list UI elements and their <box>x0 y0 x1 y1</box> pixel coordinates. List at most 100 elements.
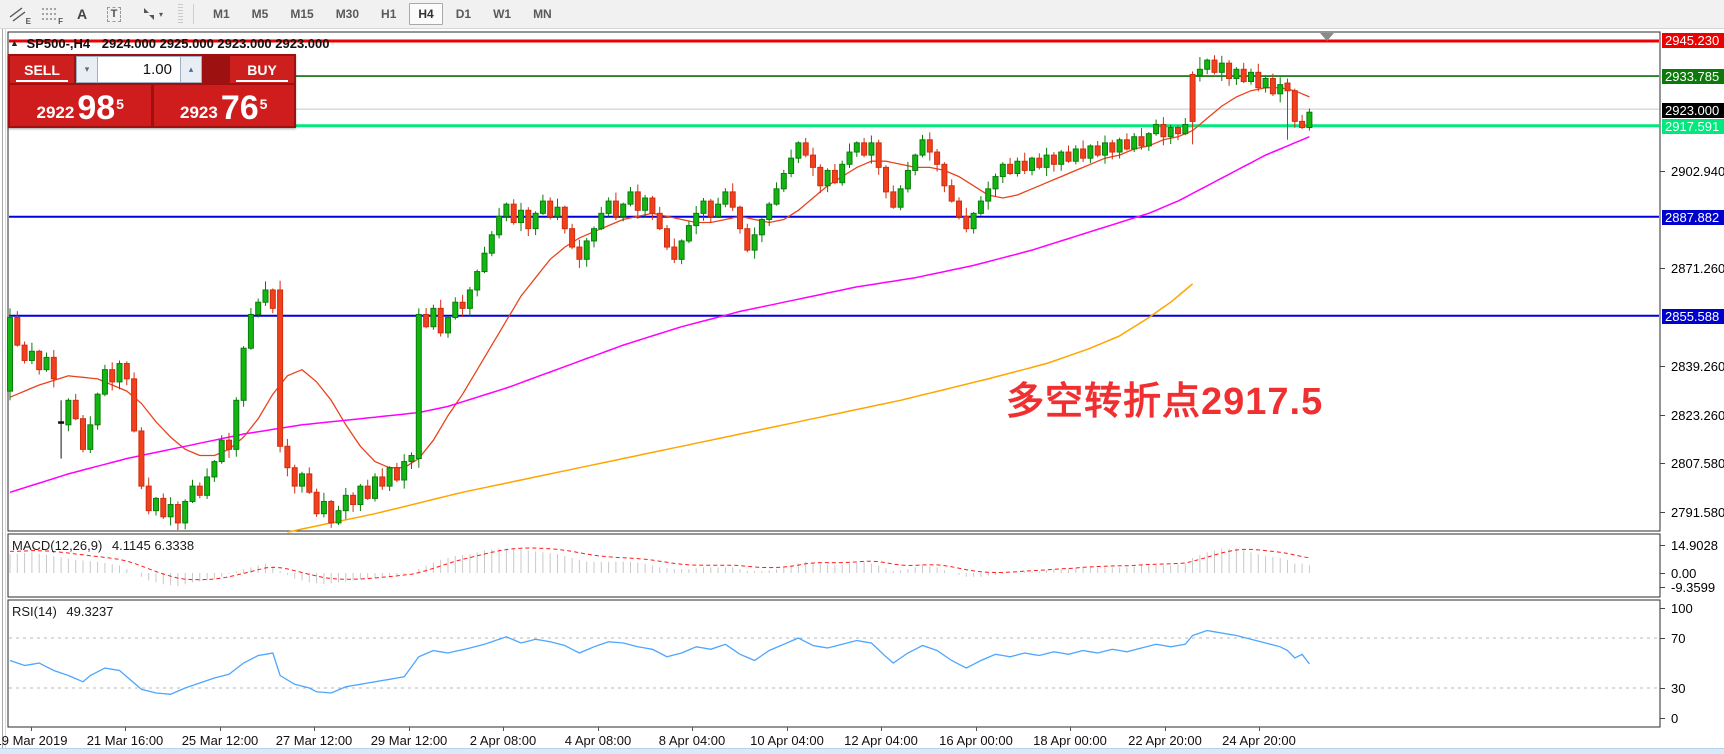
candle-body <box>612 200 619 217</box>
candle-body <box>299 473 305 487</box>
axis-tick <box>1660 463 1665 464</box>
ask-price-box[interactable]: 2923 76 5 <box>153 85 294 126</box>
volume-increase-button[interactable]: ▴ <box>180 56 202 83</box>
candle-body <box>255 301 262 315</box>
arrow-tools-icon[interactable]: ▾ <box>132 2 172 26</box>
candle-body <box>401 461 408 481</box>
buy-button[interactable]: BUY <box>230 56 294 83</box>
price-axis-label: 2839.260 <box>1671 359 1724 374</box>
candle-body <box>131 378 138 432</box>
candle-body <box>591 228 597 242</box>
candle-body <box>861 142 868 156</box>
candle-body <box>722 191 729 205</box>
equidistant-channel-icon[interactable]: E <box>4 2 32 26</box>
timeframe-h4[interactable]: H4 <box>409 3 443 25</box>
timeframe-m5[interactable]: M5 <box>251 7 269 21</box>
chart-shift-marker-icon[interactable] <box>1320 33 1334 41</box>
candle-body <box>547 200 554 217</box>
candle-body <box>101 369 108 395</box>
axis-tick <box>409 727 410 731</box>
timeframe-mn[interactable]: MN <box>533 7 552 21</box>
price-axis-label: 2791.580 <box>1671 505 1724 520</box>
candle-body <box>466 289 473 309</box>
rsi-line <box>9 629 1310 695</box>
candle-body <box>50 356 57 380</box>
axis-tick <box>881 727 882 731</box>
axis-tick <box>125 727 126 731</box>
pane-border <box>7 31 1661 532</box>
axis-tick <box>1660 366 1665 367</box>
text-tool-icon[interactable]: A <box>68 2 96 26</box>
rsi-value: 49.3237 <box>66 604 114 619</box>
volume-input[interactable] <box>98 56 180 83</box>
candle-body <box>992 176 999 190</box>
candle-body <box>810 154 816 168</box>
candle-body <box>269 289 276 309</box>
bid-price-box[interactable]: 2922 98 5 <box>10 85 151 126</box>
candle-body <box>999 163 1006 178</box>
candle-body <box>1029 157 1035 171</box>
bid-big: 98 <box>77 89 116 127</box>
axis-tick <box>31 727 32 731</box>
candle-body <box>36 350 43 371</box>
candle-body <box>1021 160 1028 171</box>
candle-body <box>65 399 72 426</box>
candle-body <box>598 212 605 230</box>
sell-button[interactable]: SELL <box>10 56 74 83</box>
price-flag-label: 2917.591 <box>1662 119 1724 134</box>
candle-body <box>474 271 481 291</box>
candle-body <box>824 169 831 187</box>
status-strip <box>0 748 1724 754</box>
slow-ma-line <box>287 283 1194 533</box>
timeframe-w1[interactable]: W1 <box>493 7 512 21</box>
candle-body <box>423 313 430 328</box>
candle-body <box>1160 123 1167 138</box>
fibonacci-icon[interactable]: F <box>36 2 64 26</box>
candle-body <box>80 418 86 450</box>
candle-body <box>649 197 656 214</box>
axis-tick <box>1660 171 1665 172</box>
candle-body <box>890 191 897 208</box>
time-axis-label: 21 Mar 16:00 <box>86 733 164 748</box>
candle-body <box>919 139 926 156</box>
timeframe-h1[interactable]: H1 <box>381 7 397 21</box>
candle-body <box>532 212 539 230</box>
candle-body <box>87 424 94 450</box>
candle-body <box>751 234 758 251</box>
candle-body <box>1189 74 1196 122</box>
candle-body <box>1072 148 1079 162</box>
label-tool-icon[interactable]: T <box>100 2 128 26</box>
candle-body <box>569 228 576 248</box>
axis-tick <box>1070 727 1071 731</box>
candle-body <box>335 510 342 524</box>
candle-body <box>883 166 889 193</box>
candle-body <box>554 206 561 217</box>
candle-body <box>642 197 649 211</box>
axis-tick <box>220 727 221 731</box>
candle-body <box>926 139 933 153</box>
candle-body <box>496 215 503 236</box>
timeframe-m30[interactable]: M30 <box>335 7 360 21</box>
time-axis-label: 29 Mar 12:00 <box>370 733 448 748</box>
candle-body <box>452 301 459 319</box>
candle-body <box>1116 139 1123 153</box>
candle-body <box>897 188 904 208</box>
candle-body <box>1269 77 1276 95</box>
candle-body <box>364 485 371 499</box>
candle-body <box>875 142 882 168</box>
candle-body <box>1284 82 1291 92</box>
timeframe-d1[interactable]: D1 <box>455 7 472 21</box>
price-axis-label: 2807.580 <box>1671 456 1724 471</box>
axis-tick <box>1660 573 1665 574</box>
candle-body <box>320 500 327 515</box>
time-axis-label: 24 Apr 20:00 <box>1222 733 1296 748</box>
candle-body <box>218 439 225 463</box>
timeframe-m15[interactable]: M15 <box>290 7 314 21</box>
collapse-icon[interactable]: ▲ <box>10 38 19 48</box>
candle-body <box>350 494 357 506</box>
timeframe-m1[interactable]: M1 <box>213 7 230 21</box>
candle-body <box>233 399 240 450</box>
candle-body <box>1138 136 1145 147</box>
volume-decrease-button[interactable]: ▾ <box>76 56 98 83</box>
